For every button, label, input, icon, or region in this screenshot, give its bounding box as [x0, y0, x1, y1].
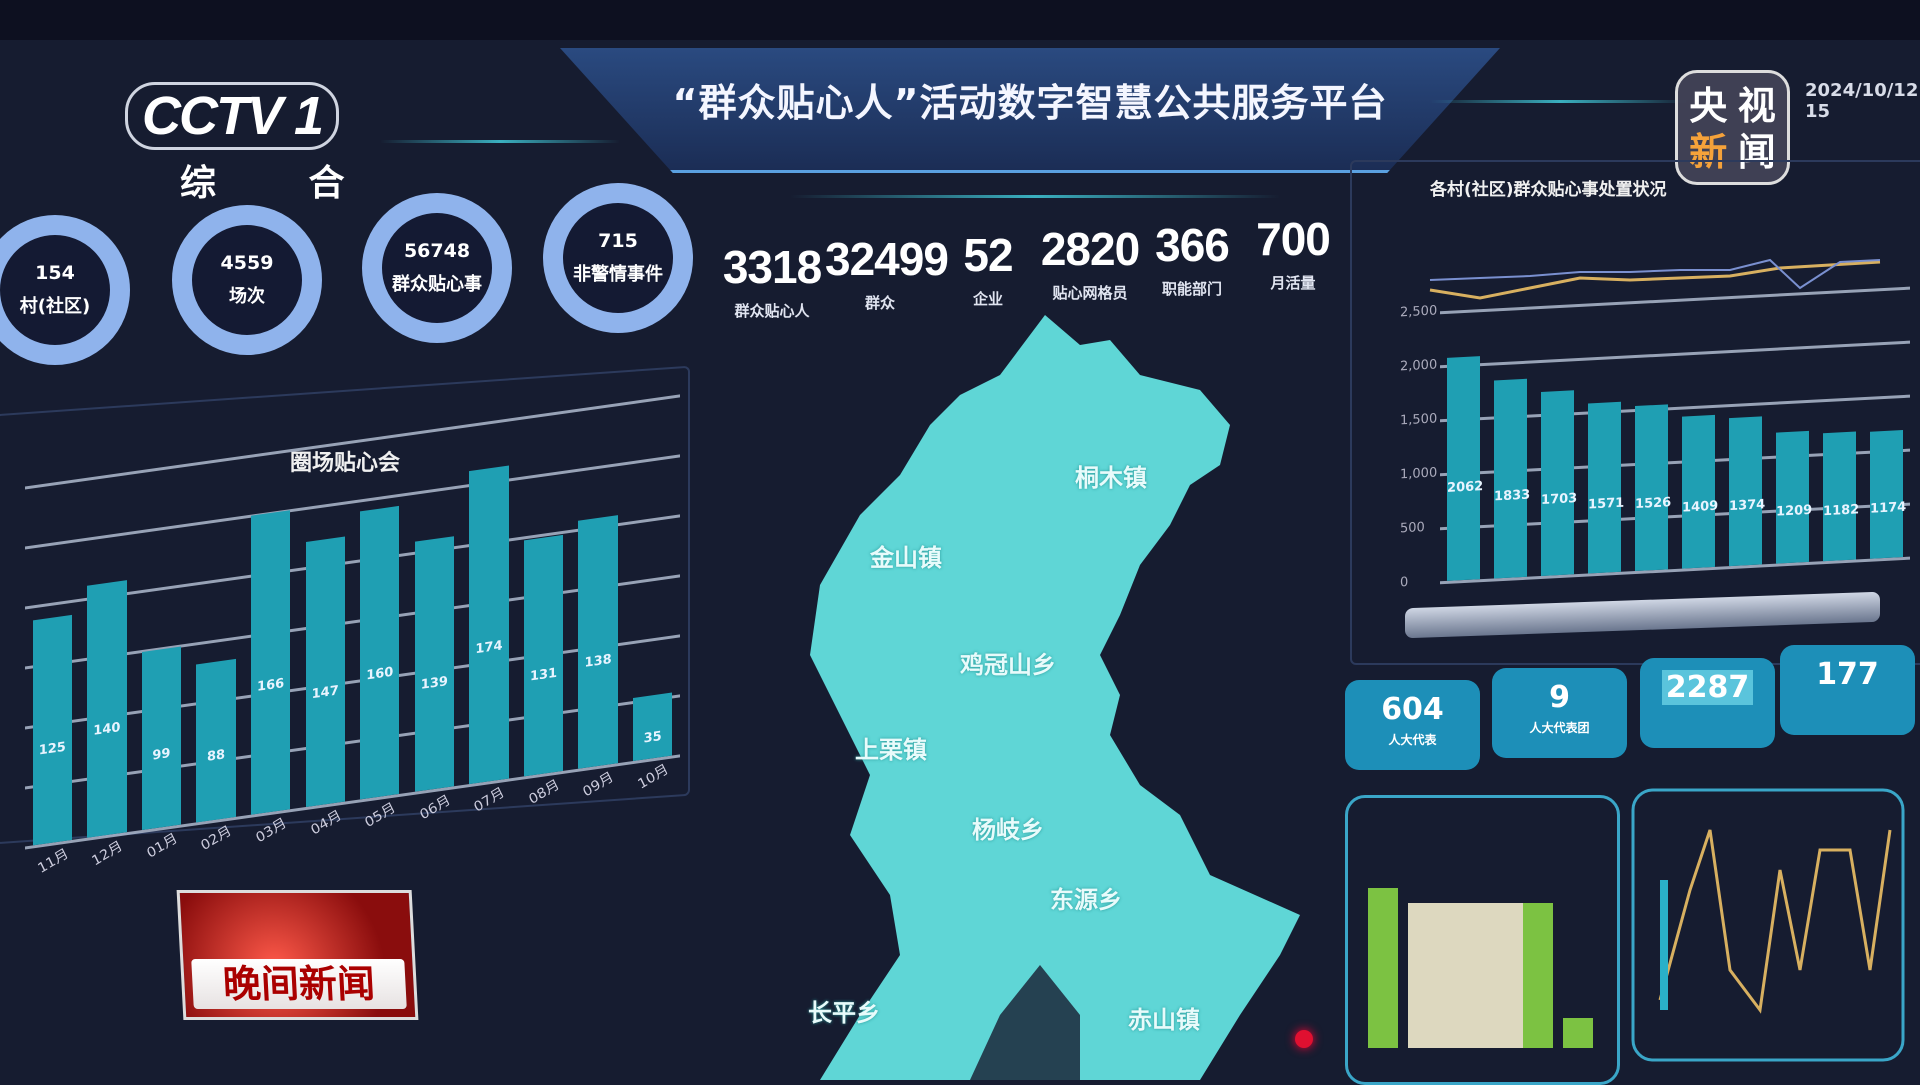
bar-value-label: 1374 [1729, 497, 1766, 515]
stat-card: 2287 [1640, 658, 1775, 748]
x-tick-label: 06月 [417, 792, 453, 824]
stat: 52 企业 [963, 229, 1013, 308]
location-marker [1295, 1030, 1313, 1048]
stat-card: 177 [1780, 645, 1915, 735]
bar[interactable] [523, 535, 564, 777]
line-series-gold [1429, 260, 1881, 300]
y-tick-label: 2,500 [1400, 303, 1438, 321]
bar-value-label: 1209 [1776, 502, 1813, 520]
bar[interactable] [1541, 390, 1574, 576]
bar-value-label: 1703 [1541, 491, 1578, 509]
x-tick-label: 11月 [35, 845, 71, 877]
bar[interactable] [1776, 431, 1809, 564]
gridline [1440, 340, 1910, 369]
datetime: 2024/10/12 15 [1805, 80, 1919, 122]
page-title: “群众贴心人”活动数字智慧公共服务平台 [672, 81, 1388, 125]
bar[interactable] [305, 536, 345, 808]
divider [790, 195, 1280, 198]
monitor-bezel [0, 0, 1920, 40]
divider [1430, 100, 1690, 103]
bar[interactable] [1870, 430, 1903, 559]
x-tick-label: 02月 [198, 822, 235, 854]
bar[interactable] [360, 505, 400, 800]
bar[interactable] [1729, 415, 1762, 567]
bar[interactable] [87, 580, 127, 838]
cctv-logo: CCTV 1 综 合 [125, 82, 385, 206]
bar[interactable] [578, 514, 618, 769]
bar[interactable] [1635, 404, 1668, 572]
map-label: 金山镇 [870, 544, 942, 572]
bar[interactable] [414, 535, 455, 792]
cctv-news-logo: 央视 新闻 [1675, 70, 1790, 185]
divider [380, 140, 620, 143]
ring-stat: 4559 场次 [172, 205, 322, 355]
map-label: 杨岐乡 [972, 816, 1044, 844]
chart-title: 各村(社区)群众贴心事处置状况 [1430, 180, 1667, 200]
chart-title: 圈场贴心会 [290, 451, 401, 476]
stat: 3318 群众贴心人 [722, 241, 822, 320]
x-tick-label: 07月 [471, 784, 508, 816]
title-banner [560, 48, 1500, 173]
stat: 32499 群众 [825, 233, 949, 312]
bar-value-label: 1571 [1588, 495, 1625, 513]
bar[interactable] [250, 510, 291, 815]
line-series [1429, 258, 1881, 300]
bar[interactable] [196, 658, 236, 823]
bar[interactable] [1447, 356, 1480, 581]
map-region [810, 315, 1300, 1080]
y-tick-label: 1,000 [1400, 465, 1438, 483]
bar-value-label: 1409 [1682, 498, 1719, 516]
stat: 700 月活量 [1256, 213, 1331, 292]
x-tick-label: 01月 [144, 830, 180, 862]
bar-value-label: 2062 [1447, 478, 1484, 496]
y-tick-label: 0 [1400, 574, 1409, 591]
mini-bar-chart [1345, 795, 1620, 1085]
evening-news-logo: 晚间新闻 [176, 890, 419, 1020]
bar-value-label: 1526 [1635, 494, 1672, 512]
stat: 366 职能部门 [1155, 219, 1230, 298]
x-tick-label: 03月 [253, 815, 290, 847]
ring-stat: 154 村(社区) [0, 215, 130, 365]
x-tick-label: 12月 [89, 838, 126, 870]
mini-line-chart [1631, 788, 1905, 1062]
x-tick-label: 05月 [362, 799, 399, 831]
bar-value-label: 1182 [1823, 501, 1860, 519]
map-label: 鸡冠山乡 [960, 651, 1056, 679]
bar-value-label: 1833 [1494, 487, 1531, 505]
stat-card: 9 人大代表团 [1492, 668, 1627, 758]
chart-panel [1350, 160, 1920, 665]
ring-stat: 56748 群众贴心事 [362, 193, 512, 343]
x-tick-label: 04月 [308, 807, 344, 839]
y-tick-label: 1,500 [1400, 411, 1438, 429]
bar[interactable] [141, 646, 182, 831]
stat: 2820 贴心网格员 [1040, 223, 1140, 302]
bar[interactable] [1823, 431, 1856, 562]
ring-stat: 715 非警情事件 [543, 183, 693, 333]
y-tick-label: 500 [1400, 520, 1425, 537]
bar[interactable] [633, 692, 673, 762]
map-label: 长平乡 [808, 999, 880, 1027]
bar-chart-right: 0 500 1,000 1,500 2,000 2,500 2062 1833 1703 1571… [1400, 286, 1910, 594]
bar[interactable] [32, 614, 72, 846]
bar[interactable] [1588, 402, 1621, 574]
stat-card: 604 人大代表 [1345, 680, 1480, 770]
bar-value-label: 1174 [1870, 499, 1907, 517]
line-series-blue [1429, 258, 1881, 290]
bar[interactable] [1682, 414, 1715, 569]
bar[interactable] [1494, 378, 1527, 579]
region-map [810, 315, 1300, 1080]
bar[interactable] [469, 465, 509, 785]
y-tick-label: 2,000 [1400, 357, 1438, 375]
map-label: 上栗镇 [855, 736, 927, 764]
map-label: 东源乡 [1050, 886, 1122, 914]
map-label: 桐木镇 [1075, 464, 1147, 492]
map-label: 赤山镇 [1128, 1006, 1200, 1034]
